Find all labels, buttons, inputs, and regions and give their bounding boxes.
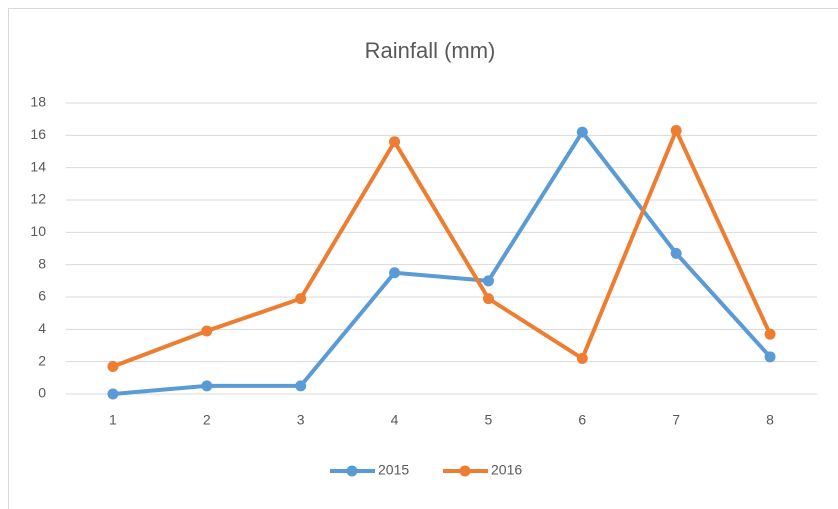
series-line bbox=[110, 130, 773, 396]
legend-label: 2016 bbox=[491, 462, 522, 478]
y-tick-label: 16 bbox=[30, 126, 46, 142]
x-tick-label: 1 bbox=[109, 412, 117, 428]
y-tick-label: 0 bbox=[38, 385, 46, 401]
data-point bbox=[107, 388, 119, 400]
data-point bbox=[107, 361, 119, 373]
y-tick-label: 4 bbox=[38, 320, 46, 336]
x-tick-label: 8 bbox=[766, 412, 774, 428]
data-point bbox=[389, 267, 401, 279]
data-point bbox=[295, 293, 307, 305]
data-point bbox=[482, 293, 494, 305]
legend-marker bbox=[346, 465, 358, 477]
y-tick-label: 10 bbox=[30, 223, 46, 239]
x-tick-label: 2 bbox=[203, 412, 211, 428]
x-tick-label: 5 bbox=[485, 412, 493, 428]
y-tick-label: 14 bbox=[30, 158, 46, 174]
data-point bbox=[764, 351, 776, 363]
x-tick-label: 3 bbox=[297, 412, 305, 428]
x-tick-label: 7 bbox=[672, 412, 680, 428]
y-tick-label: 2 bbox=[38, 352, 46, 368]
y-tick-label: 6 bbox=[38, 288, 46, 304]
data-point bbox=[389, 136, 401, 148]
legend-label: 2015 bbox=[378, 462, 409, 478]
data-point bbox=[576, 126, 588, 138]
legend-marker bbox=[459, 465, 471, 477]
data-point bbox=[576, 352, 588, 364]
chart-title: Rainfall (mm) bbox=[365, 38, 496, 63]
y-tick-label: 8 bbox=[38, 255, 46, 271]
data-point bbox=[670, 247, 682, 259]
x-tick-label: 6 bbox=[578, 412, 586, 428]
series-line bbox=[110, 128, 773, 369]
data-point bbox=[201, 325, 213, 337]
y-tick-label: 12 bbox=[30, 191, 46, 207]
data-point bbox=[764, 328, 776, 340]
data-point bbox=[295, 380, 307, 392]
x-tick-label: 4 bbox=[391, 412, 399, 428]
y-tick-label: 18 bbox=[30, 94, 46, 110]
data-point bbox=[670, 124, 682, 136]
data-point bbox=[201, 380, 213, 392]
data-point bbox=[482, 275, 494, 287]
chart-border bbox=[8, 8, 838, 509]
